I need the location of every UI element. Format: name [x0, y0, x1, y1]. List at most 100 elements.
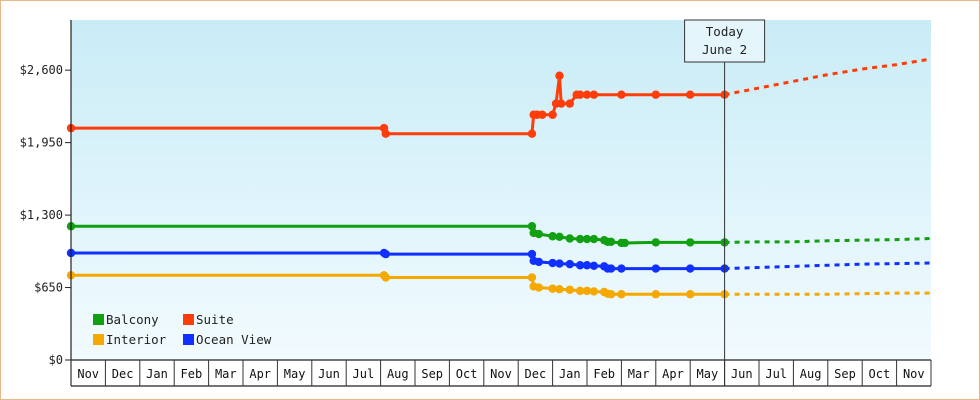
data-point-ocean-view — [686, 264, 695, 273]
month-label: Sep — [834, 367, 856, 381]
plot-background — [71, 20, 931, 360]
data-point-interior — [527, 273, 537, 282]
data-point-ocean-view — [527, 249, 537, 259]
y-tick-label: $1,950 — [20, 136, 63, 150]
month-label: Aug — [800, 367, 822, 381]
data-point-suite — [557, 99, 566, 108]
legend-swatch-interior — [93, 334, 104, 345]
data-point-interior — [617, 290, 626, 299]
data-point-interior — [381, 273, 390, 282]
legend-swatch-suite — [183, 314, 194, 325]
data-point-suite — [582, 90, 592, 99]
data-point-ocean-view — [651, 264, 660, 273]
data-point-balcony — [582, 234, 592, 244]
series-projection-suite — [724, 57, 932, 97]
data-point-ocean-view — [582, 261, 592, 270]
data-point-balcony — [527, 222, 537, 231]
today-label-box — [684, 19, 766, 63]
today-label-line2: June 2 — [702, 42, 747, 57]
data-point-balcony — [534, 229, 544, 239]
month-label: Nov — [490, 367, 512, 381]
data-point-suite — [686, 90, 695, 99]
month-label: Jun — [318, 367, 340, 381]
data-point-interior — [589, 287, 599, 296]
month-label: May — [284, 367, 306, 381]
data-point-balcony — [575, 234, 585, 244]
axis-layer: $0 $650 $1,300 $1,950 $2,600 Nov Dec Jan Feb Mar A… — [20, 20, 932, 387]
month-label: Apr — [249, 367, 271, 381]
y-tick-label: $1,300 — [20, 208, 63, 222]
data-point-balcony — [651, 238, 660, 247]
month-label: Oct — [456, 367, 478, 381]
data-point-suite — [527, 129, 537, 138]
month-label: Apr — [662, 367, 684, 381]
month-label: Jul — [765, 367, 787, 381]
month-label: Mar — [215, 367, 237, 381]
legend-swatch-balcony — [93, 314, 104, 325]
data-point-interior — [582, 286, 592, 296]
data-point-interior — [651, 290, 660, 299]
data-point-suite — [381, 129, 390, 138]
month-label: May — [697, 367, 719, 381]
data-point-ocean-view — [606, 264, 616, 273]
month-label: Nov — [77, 367, 99, 381]
series-projection-balcony — [724, 236, 932, 244]
data-point-ocean-view — [534, 257, 544, 267]
month-label: Dec — [525, 367, 547, 381]
data-point-ocean-view — [565, 259, 574, 269]
data-point-balcony — [548, 232, 557, 241]
data-point-balcony — [606, 237, 616, 247]
data-point-suite — [617, 90, 626, 99]
month-label: Jul — [353, 367, 375, 381]
month-label: Jun — [731, 367, 753, 381]
month-label: Jan — [146, 367, 168, 381]
data-point-balcony — [565, 234, 574, 243]
month-label: Feb — [181, 367, 203, 381]
data-point-ocean-view — [617, 264, 626, 273]
month-label: Mar — [628, 367, 650, 381]
data-point-balcony — [589, 234, 599, 244]
data-point-ocean-view — [575, 261, 585, 270]
series-layer — [66, 57, 932, 299]
data-point-ocean-view — [381, 249, 390, 259]
series-projection-ocean-view — [724, 261, 932, 271]
data-point-ocean-view — [589, 261, 599, 271]
series-projection-interior — [724, 291, 931, 296]
y-tick-label: $650 — [34, 281, 63, 295]
data-point-suite — [538, 110, 547, 119]
data-point-interior — [555, 285, 564, 294]
data-point-balcony — [555, 232, 564, 242]
today-label-line1: Today — [706, 24, 744, 39]
month-label: Aug — [387, 367, 409, 381]
data-point-suite — [575, 90, 585, 99]
legend-label-interior: Interior — [106, 332, 167, 347]
month-label: Oct — [869, 367, 891, 381]
legend-swatch-ocean-view — [183, 334, 194, 345]
data-point-ocean-view — [548, 258, 557, 268]
legend-label-suite: Suite — [196, 312, 234, 327]
data-point-ocean-view — [555, 259, 564, 268]
data-point-suite — [555, 71, 564, 80]
data-point-interior — [606, 290, 616, 299]
month-label: Sep — [421, 367, 443, 381]
month-label: Nov — [903, 367, 925, 381]
month-label: Dec — [112, 367, 134, 381]
data-point-interior — [565, 285, 574, 294]
data-point-interior — [534, 283, 544, 292]
data-point-interior — [548, 284, 557, 293]
data-point-interior — [575, 286, 585, 296]
month-label: Jan — [559, 367, 581, 381]
month-label: Feb — [593, 367, 615, 381]
today-marker: Today June 2 — [684, 19, 766, 386]
data-point-balcony — [686, 238, 695, 247]
data-point-suite — [589, 90, 599, 99]
data-point-suite — [548, 110, 557, 119]
y-tick-label: $2,600 — [20, 63, 63, 77]
legend-label-ocean-view: Ocean View — [196, 332, 272, 347]
data-point-balcony — [620, 238, 630, 248]
data-point-suite — [565, 99, 574, 108]
legend-label-balcony: Balcony — [106, 312, 159, 327]
data-point-interior — [686, 290, 695, 299]
y-tick-label: $0 — [49, 353, 63, 367]
